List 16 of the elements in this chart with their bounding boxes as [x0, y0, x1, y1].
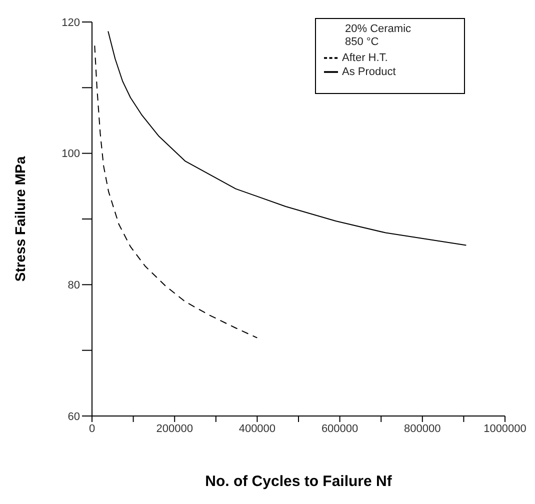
x-axis-title: No. of Cycles to Failure Nf: [205, 473, 393, 490]
y-axis-title: Stress Failure MPa: [12, 156, 28, 282]
x-tick-label: 400000: [238, 422, 276, 435]
x-tick-label: 0: [88, 422, 96, 435]
x-tick-label: 1000000: [484, 422, 526, 435]
legend-label: After H.T.: [342, 52, 388, 64]
y-tick-label: 60: [68, 410, 80, 423]
y-tick-label: 80: [68, 280, 80, 292]
y-tick-label: 100: [62, 148, 80, 160]
x-tick-label: 800000: [404, 422, 441, 435]
legend-label: As Product: [342, 66, 396, 78]
x-tick-label: 600000: [321, 422, 358, 435]
x-tick-label: 200000: [156, 422, 193, 435]
legend-title: 20% Ceramic 850 °C: [344, 23, 412, 49]
y-tick-label: 120: [62, 16, 80, 29]
line-series: [108, 30, 467, 246]
